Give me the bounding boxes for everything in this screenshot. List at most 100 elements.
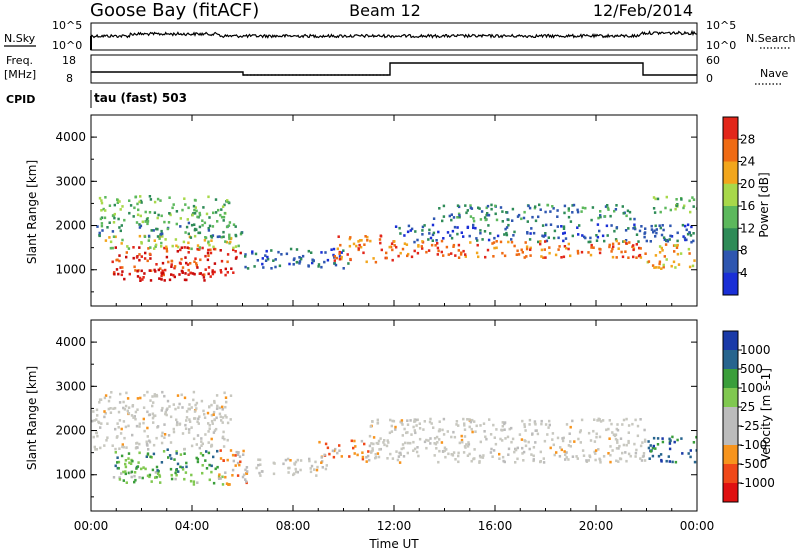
scatter-cell [277, 250, 280, 254]
scatter-cell [616, 423, 619, 426]
colorbar-segment [723, 272, 738, 296]
scatter-cell [100, 224, 104, 228]
scatter-cell [114, 235, 117, 239]
y-tick-label: 1000 [55, 263, 86, 277]
scatter-cell [658, 260, 662, 264]
scatter-cell [330, 248, 333, 251]
scatter-cell [170, 477, 174, 481]
scatter-cell [164, 412, 167, 416]
scatter-cell [218, 235, 221, 238]
scatter-cell [193, 234, 197, 238]
scatter-cell [215, 394, 219, 397]
scatter-cell [239, 251, 242, 255]
scatter-cell [315, 474, 318, 477]
scatter-cell [458, 441, 461, 445]
scatter-cell [118, 200, 121, 203]
scatter-cell [204, 459, 207, 462]
scatter-cell [214, 211, 218, 214]
scatter-cell [167, 260, 170, 264]
x-tick-label: 04:00 [175, 519, 210, 533]
scatter-cell [350, 439, 353, 443]
scatter-cell [307, 249, 310, 253]
scatter-cell [520, 438, 524, 441]
scatter-cell [590, 218, 593, 222]
scatter-cell [596, 419, 599, 422]
colorbar-tick-label: 8 [740, 244, 748, 258]
scatter-cell [416, 418, 419, 422]
scatter-cell [352, 446, 355, 450]
scatter-cell [149, 455, 152, 459]
colorbar-segment [723, 228, 738, 251]
scatter-cell [138, 226, 142, 229]
scatter-cell [184, 427, 188, 430]
scatter-cell [152, 229, 155, 232]
scatter-cell [532, 446, 536, 449]
scatter-cell [481, 238, 484, 241]
scatter-cell [376, 452, 380, 455]
scatter-cell [577, 437, 580, 441]
scatter-cell [189, 271, 192, 275]
scatter-cell [188, 407, 191, 411]
scatter-cell [154, 243, 158, 247]
scatter-cell [479, 455, 482, 459]
scatter-cell [130, 470, 134, 474]
scatter-cell [324, 251, 327, 254]
scatter-cell [495, 240, 498, 243]
scatter-cell [673, 440, 676, 444]
scatter-cell [413, 249, 416, 253]
scatter-cell [321, 466, 324, 469]
scatter-cell [613, 209, 616, 213]
scatter-cell [632, 244, 635, 247]
scatter-cell [436, 441, 439, 444]
scatter-cell [109, 407, 112, 410]
scatter-cell [407, 252, 410, 256]
scatter-cell [558, 245, 561, 248]
scatter-cell [183, 448, 186, 451]
scatter-cell [639, 256, 643, 259]
scatter-cell [687, 452, 690, 455]
scatter-cell [314, 460, 317, 464]
scatter-cell [211, 225, 215, 228]
scatter-cell [183, 278, 187, 282]
scatter-cell [647, 446, 651, 450]
scatter-cell [537, 240, 540, 244]
scatter-cell [661, 249, 664, 252]
scatter-cell [190, 473, 193, 477]
scatter-cell [213, 399, 216, 403]
scatter-cell [342, 267, 345, 270]
scatter-cell [624, 229, 628, 232]
scatter-cell [466, 225, 470, 229]
x-tick-label: 08:00 [276, 519, 311, 533]
scatter-cell [597, 448, 600, 451]
scatter-cell [146, 220, 150, 223]
scatter-cell [643, 438, 647, 442]
scatter-cell [627, 256, 630, 259]
scatter-cell [449, 234, 452, 237]
scatter-cell [360, 239, 363, 242]
scatter-cell [543, 248, 546, 251]
scatter-cell [192, 204, 196, 208]
scatter-cell [366, 235, 369, 239]
scatter-cell [336, 451, 339, 455]
scatter-cell [234, 250, 237, 253]
scatter-cell [472, 223, 475, 227]
scatter-cell [216, 465, 219, 469]
scatter-cell [627, 227, 630, 230]
scatter-cell [620, 250, 623, 254]
scatter-cell [363, 243, 366, 246]
colorbar-tick-label: 16 [740, 199, 755, 213]
scatter-cell [676, 231, 679, 235]
scatter-cell [333, 255, 336, 258]
scatter-cell [121, 238, 124, 242]
scatter-cell [591, 206, 595, 209]
scatter-cell [106, 436, 109, 439]
scatter-cell [403, 242, 407, 245]
scatter-cell [643, 459, 647, 462]
scatter-cell [98, 234, 101, 238]
scatter-cell [103, 396, 107, 400]
scatter-cell [129, 204, 133, 207]
scatter-cell [185, 416, 189, 419]
scatter-cell [137, 208, 140, 212]
scatter-cell [634, 455, 637, 458]
scatter-cell [308, 459, 311, 463]
